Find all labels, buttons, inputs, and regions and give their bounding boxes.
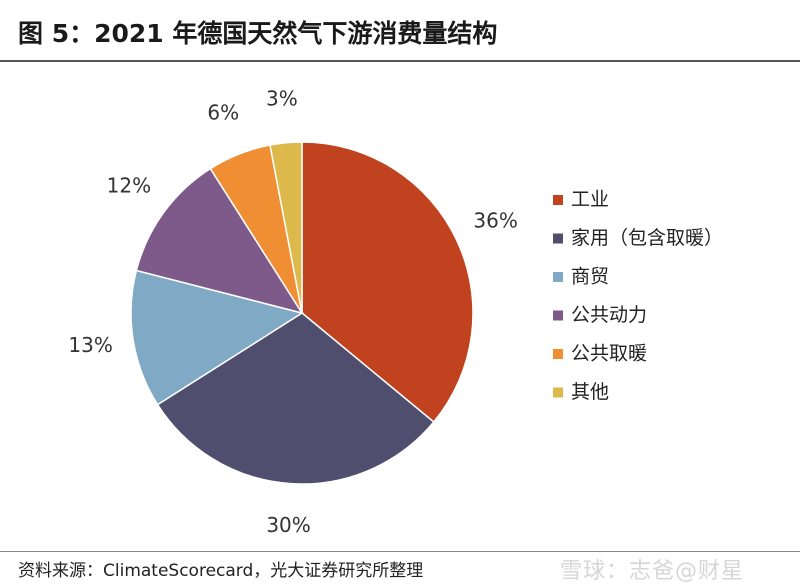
- slice-percent-label: 30%: [266, 513, 310, 537]
- pie-slice-3: [135, 167, 304, 315]
- legend-label: 工业: [571, 189, 609, 211]
- legend-swatch: [553, 387, 563, 398]
- legend-swatch: [553, 233, 563, 244]
- pie-slice-2: [130, 269, 304, 406]
- page-title: 图 5：2021 年德国天然气下游消费量结构: [18, 19, 498, 48]
- title-divider: [0, 60, 800, 62]
- pie-slice-1: [156, 312, 435, 485]
- legend-swatch: [553, 349, 563, 359]
- percent-labels: 36% 30% 13% 12% 6% 3%: [68, 86, 517, 537]
- footer-divider: [0, 551, 800, 552]
- legend-label: 商贸: [571, 266, 609, 288]
- slice-percent-label: 3%: [266, 86, 298, 110]
- legend-swatch: [553, 195, 563, 205]
- slice-percent-label: 36%: [473, 208, 517, 232]
- slice-percent-label: 12%: [107, 174, 151, 198]
- legend-swatch: [553, 272, 563, 282]
- pie-slice-5: [269, 141, 303, 314]
- legend-label: 家用（包含取暖）: [571, 227, 723, 249]
- pie-slice-0: [301, 141, 474, 424]
- slice-percent-label: 6%: [207, 101, 239, 125]
- slice-percent-label: 13%: [68, 333, 112, 357]
- source-note: 资料来源：ClimateScorecard，光大证券研究所整理: [18, 561, 424, 581]
- watermark: 雪球：志爸@财星: [560, 559, 745, 584]
- legend-label: 公共取暖: [571, 343, 647, 365]
- legend-label: 其他: [571, 381, 609, 403]
- legend-swatch: [553, 310, 563, 321]
- legend-label: 公共动力: [571, 304, 647, 326]
- pie-slices: [130, 141, 474, 485]
